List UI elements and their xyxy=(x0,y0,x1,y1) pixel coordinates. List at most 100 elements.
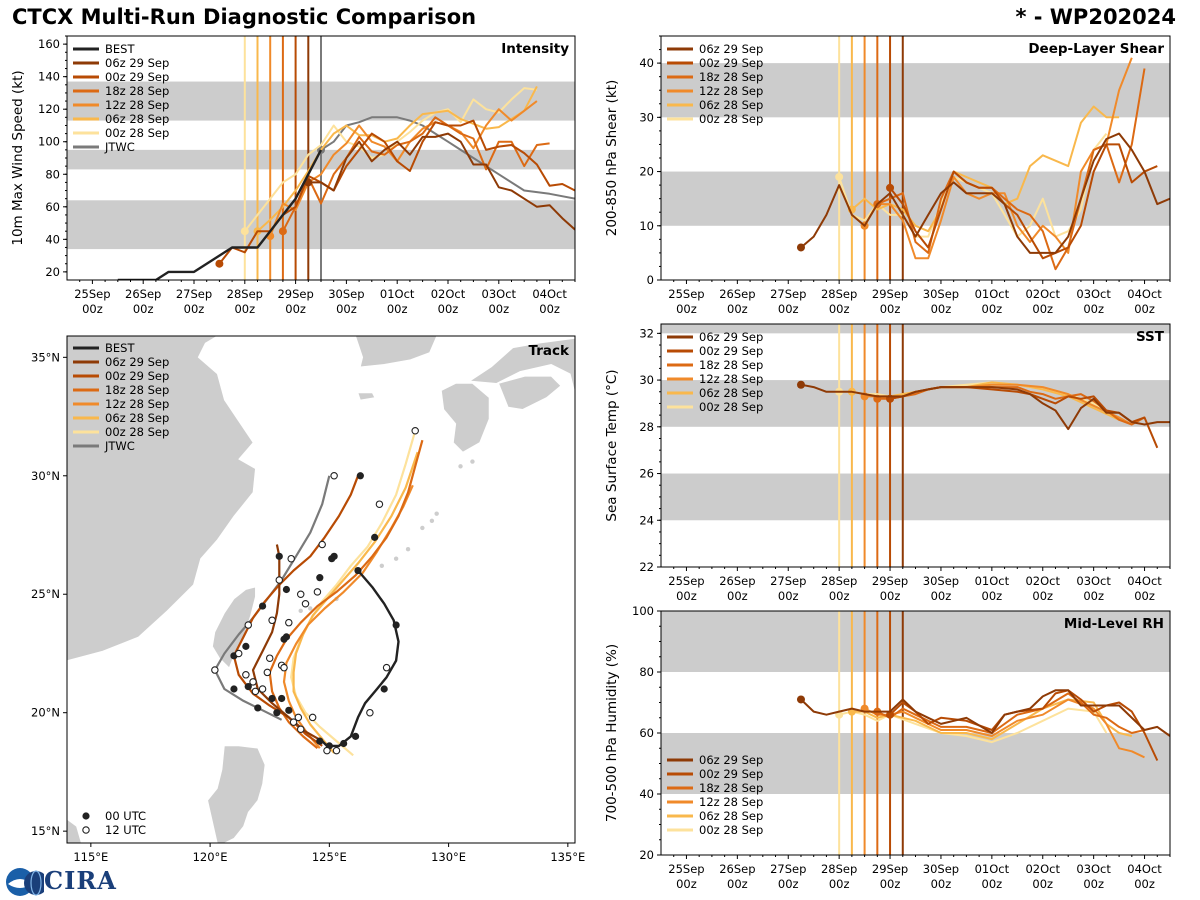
sst-xtick-label-date: 29Sep xyxy=(872,574,908,588)
track-point-12utc xyxy=(332,746,341,755)
track-point-00utc xyxy=(285,706,293,714)
sst-init-dot-06z-29-Sep xyxy=(796,380,805,389)
track-point-00utc xyxy=(351,732,360,740)
page-title: CTCX Multi-Run Diagnostic Comparison xyxy=(12,5,477,29)
track-legend-label: JTWC xyxy=(104,439,135,453)
sst-xtick-label-date: 27Sep xyxy=(770,574,806,588)
sst-xtick-label-hour: 00z xyxy=(727,589,748,603)
intensity-legend-label: JTWC xyxy=(104,140,135,154)
track-point-12utc xyxy=(287,554,295,563)
sst-legend-label: 06z 29 Sep xyxy=(699,330,763,344)
sst-xtick-label-hour: 00z xyxy=(982,589,1003,603)
rh-panel: 2040608010025Sep00z26Sep00z27Sep00z28Sep… xyxy=(604,604,1171,891)
shear-xtick-label-hour: 00z xyxy=(1083,302,1104,316)
track-legend-label: BEST xyxy=(105,341,135,355)
track-point-00utc xyxy=(244,683,252,691)
track-ytick-label: 15°N xyxy=(31,824,60,838)
shear-init-dot-00z-29-Sep xyxy=(886,183,895,192)
track-point-00utc xyxy=(316,574,324,582)
sst-legend-label: 06z 28 Sep xyxy=(699,386,763,400)
intensity-legend-label: 06z 28 Sep xyxy=(105,112,169,126)
track-point-12utc xyxy=(366,708,374,717)
track-xtick-label: 125°E xyxy=(312,850,347,864)
sst-plot-area xyxy=(661,324,1170,567)
track-point-12utc xyxy=(318,540,326,549)
intensity-xtick-label-date: 29Sep xyxy=(277,287,313,301)
track-point-00utc xyxy=(371,533,379,541)
cira-logo-text: CIRA xyxy=(44,866,117,895)
intensity-xtick-label-date: 27Sep xyxy=(176,287,212,301)
shear-legend-label: 18z 28 Sep xyxy=(699,70,763,84)
rh-ylabel: 700-500 hPa Humidity (%) xyxy=(604,644,620,822)
track-point-12utc xyxy=(249,678,257,686)
sst-xtick-label-date: 26Sep xyxy=(719,574,755,588)
shear-init-dot-00z-28-Sep xyxy=(835,172,844,181)
shear-xtick-label-hour: 00z xyxy=(727,302,748,316)
rh-xtick-label-date: 30Sep xyxy=(923,862,959,876)
rh-band-0 xyxy=(661,733,1170,794)
track-legend-00utc-label: 00 UTC xyxy=(105,809,146,823)
rh-xtick-label-date: 26Sep xyxy=(719,862,755,876)
shear-ytick-label: 40 xyxy=(639,56,654,70)
shear-series-18z-28-Sep xyxy=(876,68,1146,271)
intensity-plot-area xyxy=(67,36,575,280)
cira-logo xyxy=(4,866,114,898)
intensity-series-06z-28-Sep xyxy=(256,85,538,232)
sst-legend-label: 00z 29 Sep xyxy=(699,344,763,358)
land-china xyxy=(67,336,256,843)
shear-band-0 xyxy=(661,171,1170,226)
shear-xtick-label-hour: 00z xyxy=(1032,302,1053,316)
rh-xtick-label-hour: 00z xyxy=(829,877,850,891)
rh-xtick-label-hour: 00z xyxy=(880,877,901,891)
shear-series-06z-28-Sep xyxy=(851,105,1120,233)
intensity-xtick-label-hour: 00z xyxy=(336,302,357,316)
track-point-12utc xyxy=(411,427,419,435)
land-ryukyu-10 xyxy=(429,518,435,523)
land-south xyxy=(67,818,82,843)
intensity-ytick-label: 140 xyxy=(38,70,60,84)
track-ytick-label: 25°N xyxy=(31,587,60,601)
storm-id: * - WP202024 xyxy=(1015,5,1176,29)
track-title: Track xyxy=(529,343,570,359)
rh-series-00z-28-Sep xyxy=(838,707,1108,744)
track-point-00utc xyxy=(258,602,267,610)
rh-series-06z-29-Sep xyxy=(800,689,1170,737)
shear-band-1 xyxy=(661,63,1170,118)
rh-ytick-label: 100 xyxy=(632,604,654,618)
shear-panel: 01020304025Sep00z26Sep00z27Sep00z28Sep00… xyxy=(604,35,1171,316)
rh-ytick-label: 20 xyxy=(639,848,654,862)
sst-xtick-label-hour: 00z xyxy=(676,589,697,603)
track-xtick-label: 135°E xyxy=(550,850,585,864)
shear-xtick-label-hour: 00z xyxy=(880,302,901,316)
shear-legend-label: 06z 29 Sep xyxy=(699,42,763,56)
sst-ytick-label: 24 xyxy=(639,513,654,527)
rh-xtick-label-date: 25Sep xyxy=(668,862,704,876)
shear-plot-area xyxy=(661,36,1170,280)
land-kyushu xyxy=(441,383,490,453)
intensity-ytick-label: 120 xyxy=(38,102,60,116)
sst-xtick-label-date: 04Oct xyxy=(1127,574,1162,588)
sst-legend-label: 12z 28 Sep xyxy=(699,372,763,386)
track-point-12utc xyxy=(258,685,267,693)
rh-ytick-label: 60 xyxy=(639,726,654,740)
track-point-00utc xyxy=(254,704,262,712)
sst-xtick-label-date: 28Sep xyxy=(821,574,857,588)
rh-legend-label: 06z 28 Sep xyxy=(699,809,763,823)
rh-init-dot-06z-29-Sep xyxy=(796,695,805,704)
land-luzon xyxy=(207,745,266,843)
sst-legend-label: 00z 28 Sep xyxy=(699,400,763,414)
track-point-12utc xyxy=(289,718,298,726)
shear-ylabel: 200-850 hPa Shear (kt) xyxy=(604,80,620,237)
track-point-12utc xyxy=(323,746,331,755)
track-ytick-label: 35°N xyxy=(31,350,60,364)
intensity-xtick-label-date: 30Sep xyxy=(328,287,364,301)
track-point-12utc xyxy=(234,649,243,658)
track-point-00utc xyxy=(392,621,400,629)
sst-xtick-label-date: 30Sep xyxy=(923,574,959,588)
sst-xtick-label-hour: 00z xyxy=(778,589,799,603)
sst-xtick-label-hour: 00z xyxy=(931,589,952,603)
rh-plot-area xyxy=(661,611,1170,855)
